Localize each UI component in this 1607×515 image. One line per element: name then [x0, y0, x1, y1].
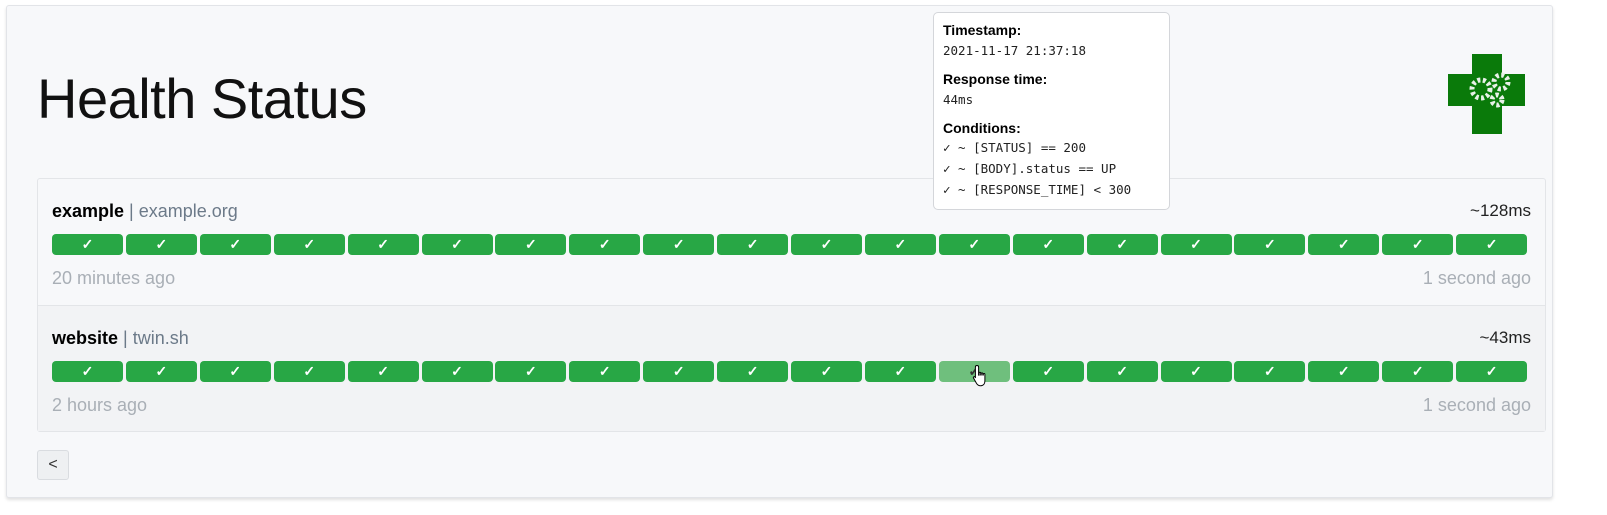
result-bar[interactable]: ✓ [1012, 234, 1084, 255]
result-bar[interactable]: ✓ [1382, 361, 1454, 382]
result-bar[interactable]: ✓ [495, 361, 567, 382]
result-bar[interactable]: ✓ [1456, 361, 1528, 382]
result-bar[interactable]: ✓ [199, 361, 271, 382]
result-bar[interactable]: ✓ [938, 234, 1010, 255]
result-bar[interactable]: ✓ [1382, 234, 1454, 255]
result-bar[interactable]: ✓ [791, 361, 862, 382]
result-bar[interactable]: ✓ [347, 361, 419, 382]
previous-page-button[interactable]: < [37, 450, 69, 480]
result-bar[interactable]: ✓ [643, 234, 715, 255]
result-bar[interactable]: ✓ [643, 361, 715, 382]
service-name: website [52, 328, 119, 348]
result-bar[interactable]: ✓ [1456, 234, 1528, 255]
result-tooltip: Timestamp: 2021-11-17 21:37:18 Response … [933, 12, 1170, 210]
result-bar[interactable]: ✓ [421, 361, 493, 382]
result-bars: ✓ ✓ ✓ ✓ ✓ ✓ ✓ ✓ ✓ ✓ ✓ ✓ ✓ ✓ ✓ ✓ ✓ ✓ ✓ ✓ [52, 361, 1532, 382]
service-hostname: twin.sh [132, 328, 189, 348]
newest-result-time: 1 second ago [1422, 395, 1531, 415]
service-name: example [52, 201, 125, 221]
hand-cursor-icon [972, 364, 986, 387]
result-bar[interactable]: ✓ [1160, 361, 1232, 382]
conditions-label: Conditions: [943, 120, 1021, 136]
result-bar[interactable]: ✓ [421, 234, 493, 255]
result-bar[interactable]: ✓ [1086, 234, 1158, 255]
result-bar[interactable]: ✓ [864, 361, 936, 382]
oldest-result-time: 2 hours ago [52, 395, 148, 415]
result-bar[interactable]: ✓ [864, 234, 936, 255]
result-bar[interactable]: ✓ [52, 234, 123, 255]
result-bar[interactable]: ✓ [199, 234, 271, 255]
result-bar[interactable]: ✓ [569, 361, 641, 382]
health-gears-logo-icon [1448, 54, 1525, 134]
result-bar[interactable]: ✓ [717, 234, 789, 255]
result-bar[interactable]: ✓ [125, 234, 197, 255]
newest-result-time: 1 second ago [1422, 268, 1531, 288]
condition-item: ✓ ~ [BODY].status == UP [943, 161, 1117, 176]
result-bar[interactable]: ✓ [569, 234, 641, 255]
service-row-example: example | example.org ~128ms ✓ ✓ ✓ ✓ ✓ ✓ ✓ ✓ ✓ ✓ ✓… [52, 201, 1532, 288]
result-bar[interactable]: ✓ [273, 361, 345, 382]
average-response-time: ~43ms [1479, 328, 1532, 347]
result-bar[interactable]: ✓ [495, 234, 567, 255]
main-card: Health Status example | example.org ~128… [6, 5, 1553, 498]
result-bar[interactable]: ✓ [1234, 234, 1306, 255]
result-bar[interactable]: ✓ [125, 361, 197, 382]
response-time-value: 44ms [943, 92, 974, 107]
service-row-website: website | twin.sh ~43ms ✓ ✓ ✓ ✓ ✓ ✓ ✓ ✓ ✓ ✓ ✓ ✓ ✓ ✓ ✓ ✓… [38, 305, 1545, 431]
result-bar[interactable]: ✓ [52, 361, 123, 382]
response-time-label: Response time: [943, 71, 1048, 87]
condition-item: ✓ ~ [STATUS] == 200 [943, 140, 1086, 155]
condition-item: ✓ ~ [RESPONSE_TIME] < 300 [943, 182, 1132, 197]
result-bar[interactable]: ✓ [1308, 234, 1380, 255]
result-bars: ✓ ✓ ✓ ✓ ✓ ✓ ✓ ✓ ✓ ✓ ✓ ✓ ✓ ✓ ✓ ✓ ✓ ✓ ✓ ✓ [52, 234, 1532, 255]
service-hostname: example.org [138, 201, 238, 221]
result-bar[interactable]: ✓ [938, 361, 1010, 382]
average-response-time: ~128ms [1470, 201, 1531, 220]
result-bar[interactable]: ✓ [347, 234, 419, 255]
page-title: Health Status [37, 67, 367, 130]
result-bar[interactable]: ✓ [1160, 234, 1232, 255]
timestamp-label: Timestamp: [943, 22, 1022, 38]
result-bar[interactable]: ✓ [791, 234, 862, 255]
timestamp-value: 2021-11-17 21:37:18 [943, 43, 1086, 58]
result-bar[interactable]: ✓ [1012, 361, 1084, 382]
result-bar[interactable]: ✓ [273, 234, 345, 255]
result-bar[interactable]: ✓ [717, 361, 789, 382]
result-bar[interactable]: ✓ [1234, 361, 1306, 382]
result-bar[interactable]: ✓ [1086, 361, 1158, 382]
oldest-result-time: 20 minutes ago [52, 268, 176, 288]
services-list: example | example.org ~128ms ✓ ✓ ✓ ✓ ✓ ✓ ✓ ✓ ✓ ✓ ✓… [37, 178, 1546, 432]
result-bar[interactable]: ✓ [1308, 361, 1380, 382]
